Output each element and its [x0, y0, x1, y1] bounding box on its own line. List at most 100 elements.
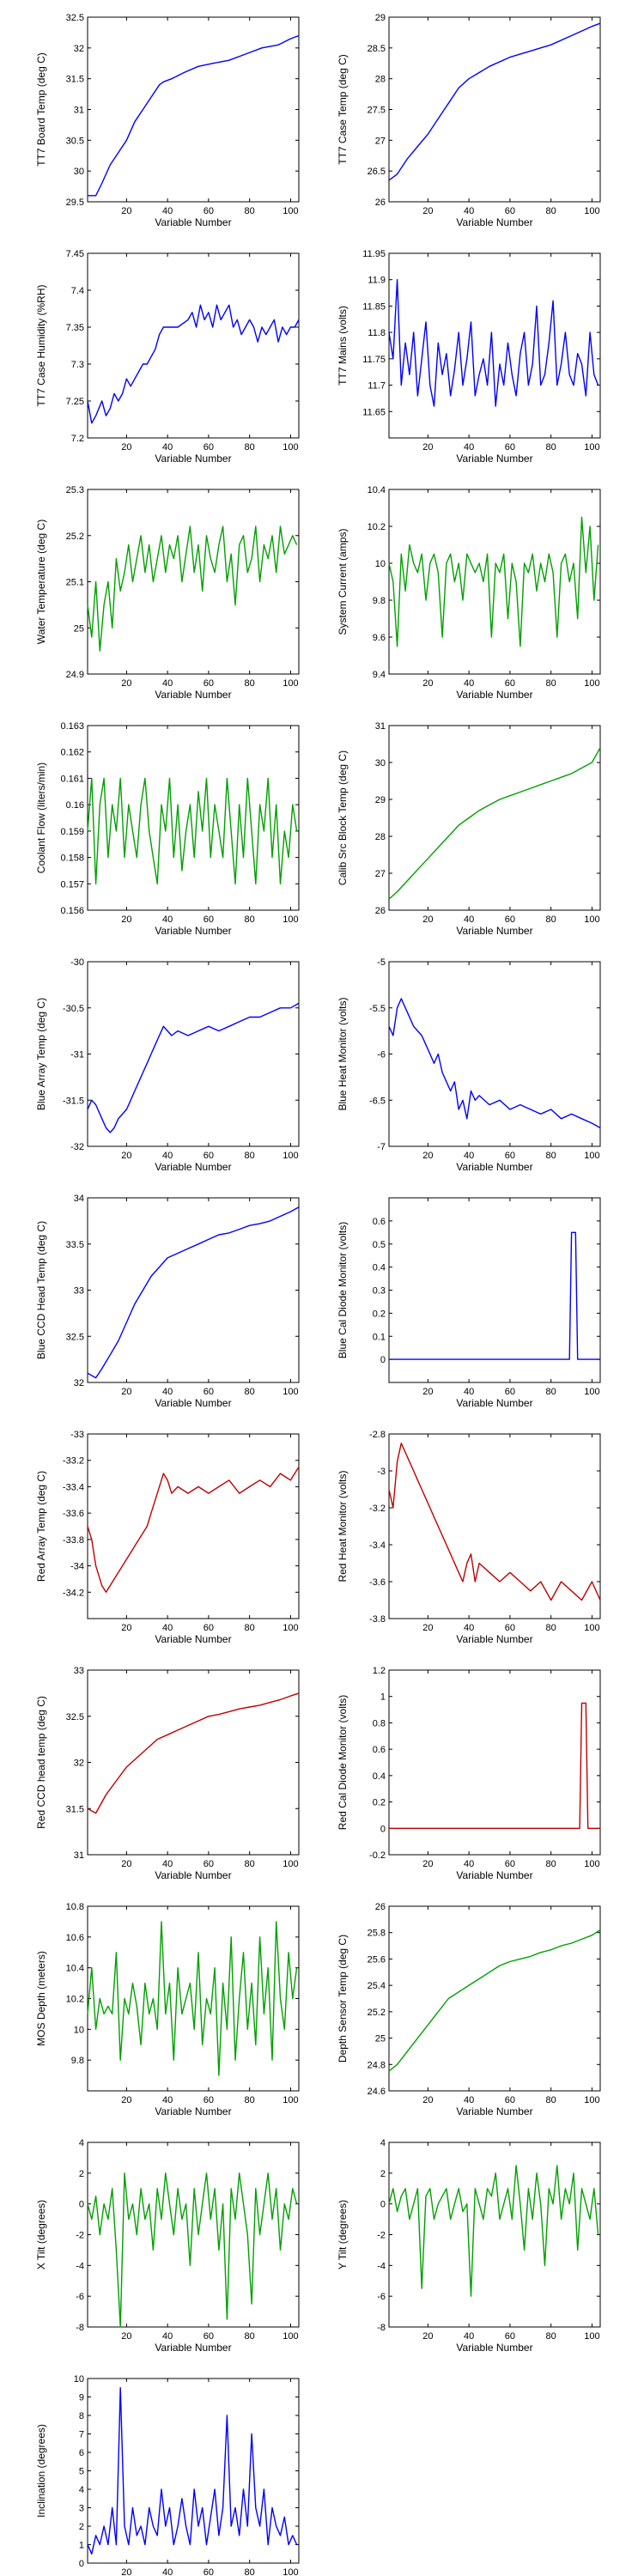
series-line — [88, 34, 300, 197]
y-tick-label: 32.5 — [66, 1712, 84, 1722]
x-tick-label: 20 — [121, 1623, 131, 1633]
y-tick-label: -33.8 — [63, 1535, 84, 1546]
y-tick-label: 32.5 — [66, 1332, 84, 1342]
x-tick-label: 40 — [464, 2331, 474, 2342]
x-tick-label: 20 — [121, 1151, 131, 1161]
plot-frame — [87, 961, 300, 1147]
y-tick-label: -8 — [377, 2323, 386, 2333]
y-axis-label: TT7 Case Humidity (%RH) — [35, 284, 47, 406]
x-tick-label: 60 — [505, 1623, 515, 1633]
chart-panel: 20 40 60 80 100 24.9 25 25.1 25.2 25.3 Variable Nu… — [35, 485, 300, 701]
x-tick-label: 20 — [422, 2095, 433, 2105]
chart-panel: 20 40 60 80 100 -8 -6 -4 -2 0 2 4 Variable Number Y T… — [337, 2138, 601, 2354]
y-axis-label: Blue Array Temp (deg C) — [35, 998, 47, 1110]
y-tick-label: 29 — [375, 795, 386, 805]
y-tick-label: -33.4 — [63, 1482, 84, 1492]
plot-frame — [388, 1433, 601, 1619]
chart-panel: 20 40 60 80 100 -32 -31.5 -31 -30.5 -30 Variable N… — [35, 957, 300, 1173]
x-tick-label: 100 — [283, 1623, 298, 1633]
series-line — [87, 304, 300, 424]
series-line — [87, 777, 298, 885]
y-tick-label: -6 — [76, 2292, 84, 2302]
y-tick-label: 11.75 — [362, 355, 386, 365]
y-tick-label: 0 — [79, 2200, 84, 2210]
x-tick-label: 60 — [505, 2095, 515, 2105]
x-axis-label: Variable Number — [155, 1397, 231, 1409]
y-axis-label: Calib Src Block Temp (deg C) — [337, 750, 349, 885]
x-tick-label: 60 — [204, 1623, 214, 1633]
x-tick-label: 20 — [422, 2331, 433, 2342]
y-axis-label: Red Heat Monitor (volts) — [337, 1470, 349, 1582]
series-line — [388, 2165, 599, 2297]
x-tick-label: 40 — [464, 1859, 474, 1869]
y-tick-label: 10.2 — [66, 1995, 84, 2005]
y-axis-label: Inclination (degrees) — [35, 2424, 47, 2518]
y-tick-label: 8 — [79, 2411, 84, 2421]
series-line — [87, 526, 298, 652]
chart-panel: 20 40 60 80 100 26 26.5 27 27.5 28 28.5 29 Variable … — [337, 13, 601, 228]
y-tick-label: 1 — [79, 2541, 84, 2551]
x-tick-label: 60 — [204, 206, 214, 216]
y-tick-label: 2 — [79, 2169, 84, 2179]
y-tick-label: 4 — [79, 2485, 84, 2495]
series-line — [388, 998, 601, 1129]
x-tick-label: 100 — [283, 1387, 298, 1397]
y-axis-label: MOS Depth (meters) — [35, 1951, 47, 2046]
x-tick-label: 40 — [464, 1623, 474, 1633]
y-tick-label: 26 — [375, 906, 386, 916]
y-tick-label: 0.8 — [373, 1718, 386, 1728]
plot-frame — [87, 1197, 300, 1383]
y-tick-label: 0 — [380, 1824, 386, 1834]
plot-frame — [388, 725, 601, 911]
y-tick-label: 29 — [375, 13, 386, 23]
y-tick-label: -34.2 — [63, 1588, 84, 1598]
x-axis-label: Variable Number — [456, 689, 532, 701]
chart-panel: 20 40 60 80 100 -3.8 -3.6 -3.4 -3.2 -3 -2.8 Variabl… — [337, 1430, 601, 1645]
x-axis-label: Variable Number — [155, 2105, 231, 2117]
x-tick-label: 60 — [505, 1859, 515, 1869]
x-tick-label: 100 — [584, 914, 599, 925]
y-axis-label: Blue Heat Monitor (volts) — [337, 997, 349, 1110]
x-tick-label: 80 — [546, 1623, 556, 1633]
y-tick-label: 0.16 — [66, 800, 84, 811]
series-line — [87, 1921, 298, 2076]
y-tick-label: 10.2 — [368, 522, 386, 532]
x-tick-label: 80 — [546, 2095, 556, 2105]
series-line — [87, 2387, 298, 2555]
x-tick-label: 20 — [422, 1387, 433, 1397]
y-tick-label: -33.2 — [63, 1456, 84, 1467]
y-tick-label: -30.5 — [63, 1004, 84, 1014]
y-tick-label: 0.5 — [373, 1240, 386, 1250]
x-tick-label: 80 — [245, 914, 255, 925]
y-tick-label: 25.2 — [66, 532, 84, 542]
x-tick-label: 60 — [204, 678, 214, 689]
plot-frame — [87, 16, 300, 203]
y-tick-label: 28 — [375, 832, 386, 842]
x-tick-label: 60 — [204, 1387, 214, 1397]
chart-panel: 20 40 60 80 100 31 31.5 32 32.5 33 Variable Number… — [35, 1666, 300, 1881]
plot-frame — [388, 961, 601, 1147]
x-tick-label: 60 — [505, 2331, 515, 2342]
y-tick-label: 30 — [74, 167, 84, 177]
x-axis-label: Variable Number — [155, 453, 231, 465]
x-tick-label: 80 — [546, 1387, 556, 1397]
x-tick-label: 100 — [584, 1623, 599, 1633]
y-tick-label: 24.9 — [66, 670, 84, 680]
y-tick-label: 30 — [375, 758, 386, 769]
y-tick-label: 0.159 — [60, 827, 84, 837]
y-tick-label: -5.5 — [369, 1004, 386, 1014]
y-tick-label: -4 — [76, 2261, 84, 2271]
x-tick-label: 80 — [546, 2331, 556, 2342]
y-tick-label: 10.6 — [66, 1933, 84, 1943]
y-tick-label: 26 — [375, 197, 386, 208]
x-tick-label: 60 — [204, 2095, 214, 2105]
y-tick-label: -2 — [76, 2231, 84, 2241]
y-tick-label: 7.25 — [66, 397, 84, 407]
chart-panel: 20 40 60 80 100 26 27 28 29 30 31 Variable Number Ca… — [337, 721, 601, 937]
x-tick-label: 100 — [584, 1151, 599, 1161]
x-tick-label: 40 — [464, 442, 474, 453]
x-tick-label: 100 — [584, 442, 599, 453]
x-tick-label: 60 — [505, 914, 515, 925]
x-tick-label: 100 — [283, 206, 298, 216]
